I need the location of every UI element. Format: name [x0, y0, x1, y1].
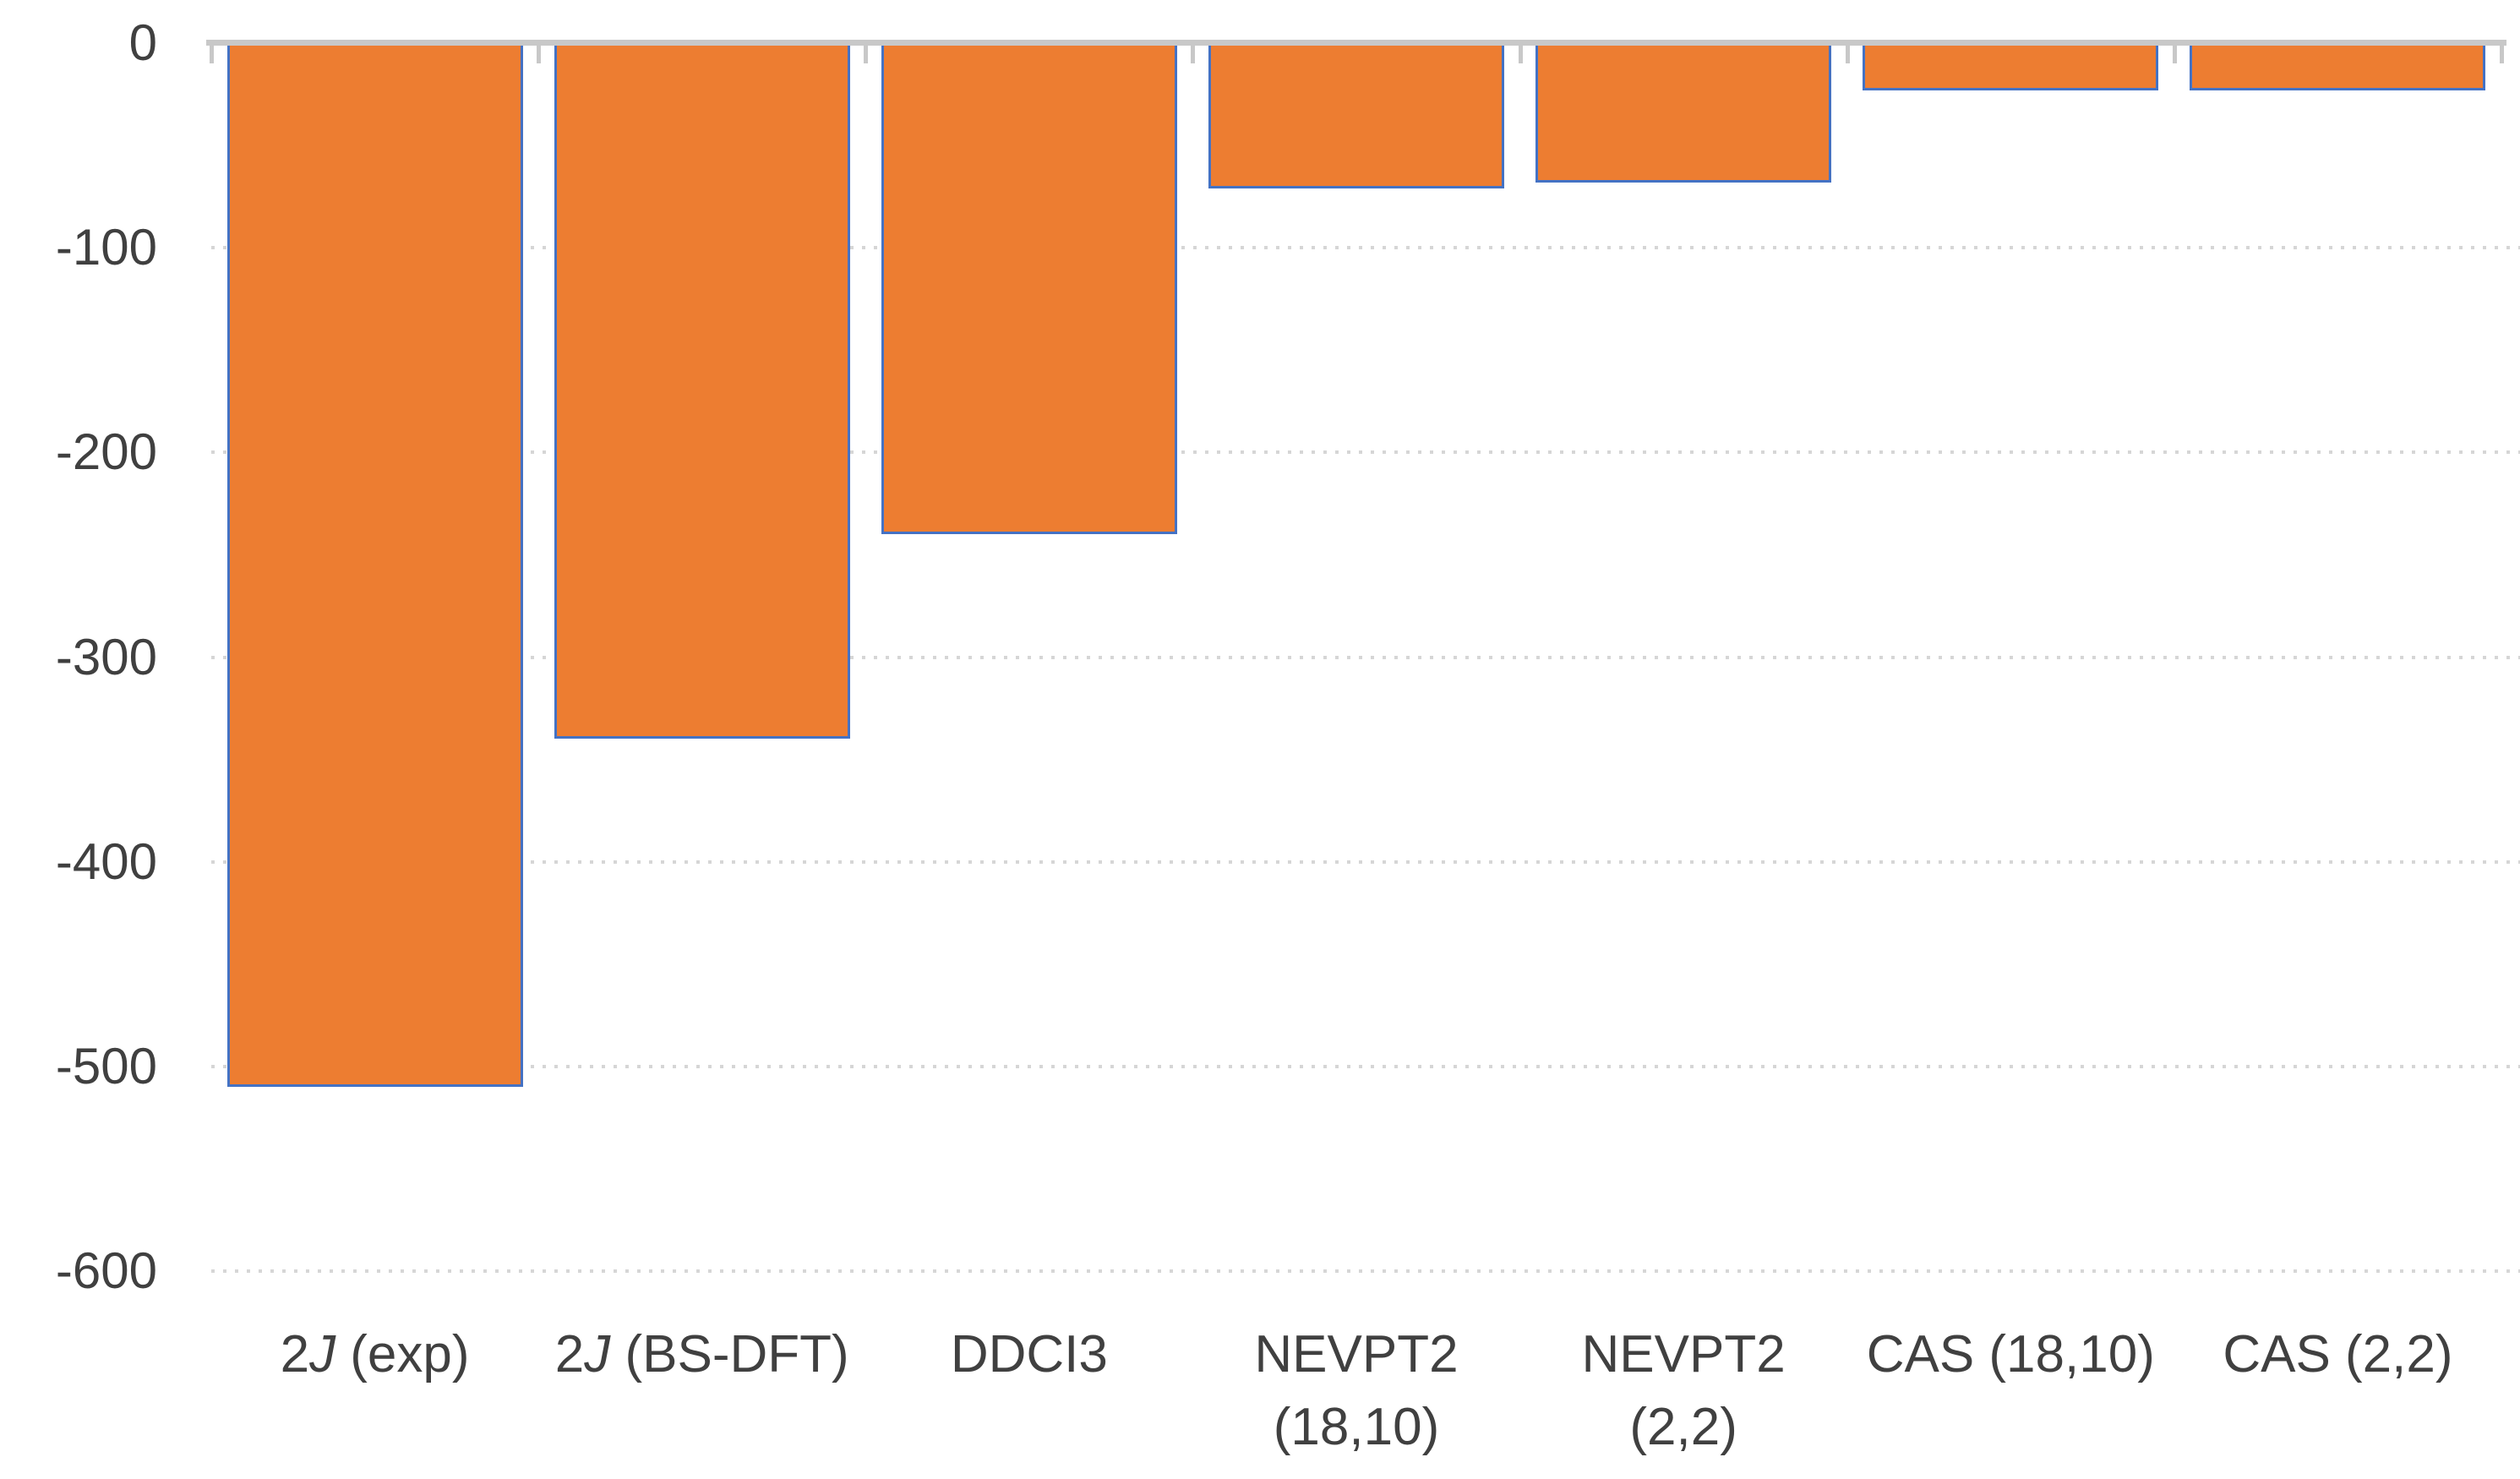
gridline — [211, 655, 2520, 659]
label-text: NEVPT2 — [1581, 1325, 1786, 1383]
category-label: 2J (exp) — [211, 1318, 538, 1391]
bar — [1208, 43, 1504, 188]
label-text: CAS (18,10) — [1866, 1325, 2155, 1383]
gridline — [211, 246, 2520, 250]
category-label-line1: CAS (2,2) — [2174, 1318, 2501, 1391]
category-label: NEVPT2 (2,2) — [1520, 1318, 1847, 1464]
y-tick-label: -600 — [55, 1242, 157, 1299]
gridline — [211, 450, 2520, 455]
category-label-line2: (2,2) — [1629, 1398, 1737, 1456]
axis-tick — [537, 43, 542, 63]
label-text: DDCI3 — [950, 1325, 1108, 1383]
category-label: 2J (BS-DFT) — [538, 1318, 865, 1391]
label-text: CAS (2,2) — [2223, 1325, 2453, 1383]
gridline — [211, 860, 2520, 864]
axis-tick — [1845, 43, 1850, 63]
label-text: 2 — [554, 1325, 585, 1383]
category-label-line1: 2J (exp) — [211, 1318, 538, 1391]
label-text: (BS-DFT) — [610, 1325, 849, 1383]
y-tick-label: -100 — [55, 219, 157, 276]
category-label-line1: CAS (18,10) — [1847, 1318, 2174, 1391]
axis-tick — [1191, 43, 1196, 63]
axis-tick — [1518, 43, 1523, 63]
y-tick-label: -400 — [55, 832, 157, 890]
gridline — [211, 1064, 2520, 1068]
category-label: DDCI3 — [865, 1318, 1192, 1391]
bar — [2190, 43, 2486, 90]
label-text: (exp) — [335, 1325, 470, 1383]
x-axis-line — [206, 40, 2506, 46]
category-label-line2: (18,10) — [1273, 1398, 1440, 1456]
category-label: CAS (2,2) — [2174, 1318, 2501, 1391]
category-label-line1: NEVPT2 — [1520, 1318, 1847, 1391]
label-text: NEVPT2 — [1254, 1325, 1459, 1383]
label-text: 2 — [280, 1325, 310, 1383]
category-label-line1: DDCI3 — [865, 1318, 1192, 1391]
bar — [1863, 43, 2159, 90]
y-tick-label: -500 — [55, 1037, 157, 1094]
axis-tick — [2172, 43, 2177, 63]
bar — [1535, 43, 1832, 183]
category-label-line1: 2J (BS-DFT) — [538, 1318, 865, 1391]
label-italic-text: J — [584, 1325, 611, 1383]
bar — [881, 43, 1177, 534]
y-tick-label: 0 — [128, 14, 157, 71]
axis-tick — [864, 43, 869, 63]
bar — [554, 43, 850, 739]
y-tick-label: -200 — [55, 423, 157, 481]
category-label: CAS (18,10) — [1847, 1318, 2174, 1391]
label-italic-text: J — [309, 1325, 336, 1383]
axis-tick — [210, 43, 214, 63]
axis-tick — [2500, 43, 2504, 63]
category-label: NEVPT2 (18,10) — [1192, 1318, 1519, 1464]
y-tick-label: -300 — [55, 628, 157, 685]
gridline — [211, 1269, 2520, 1273]
bar — [226, 43, 523, 1087]
category-label-line1: NEVPT2 — [1192, 1318, 1519, 1391]
